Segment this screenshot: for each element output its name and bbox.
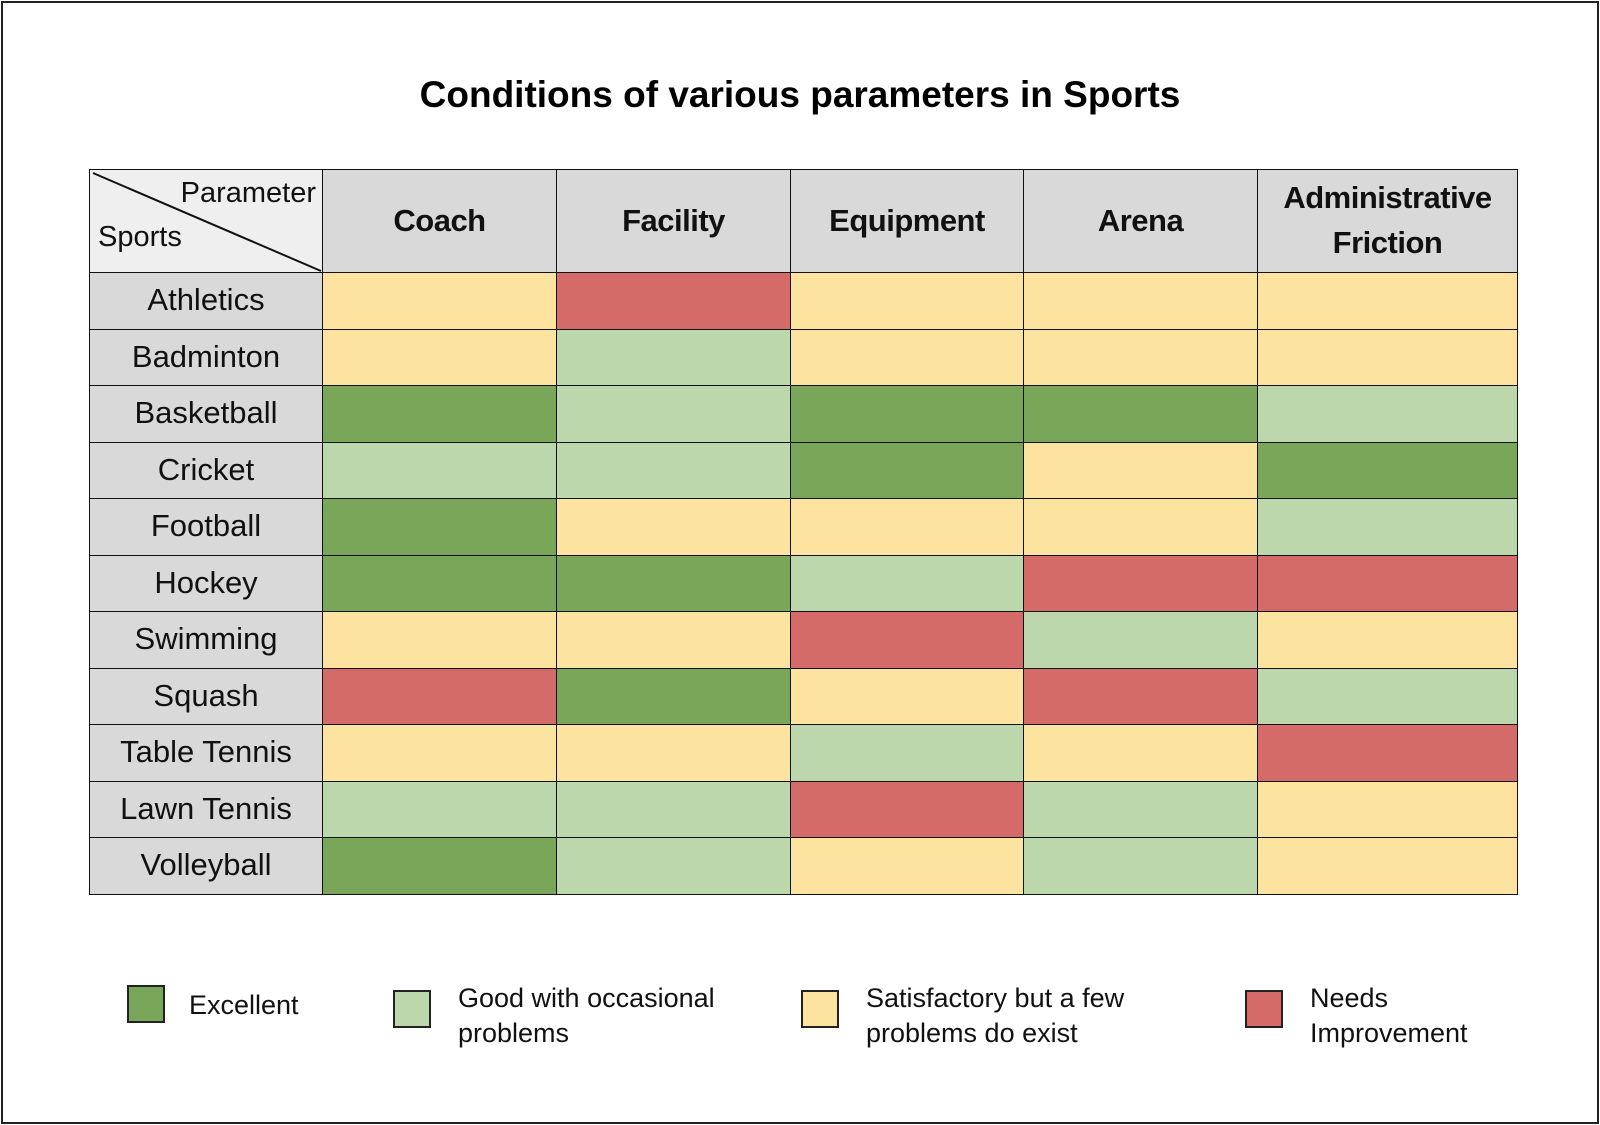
heatmap-cell [322,441,557,499]
row-header: Squash [89,667,323,725]
row-header: Volleyball [89,837,323,895]
heatmap-cell [1257,724,1518,782]
heatmap-cell [322,498,557,556]
heatmap-cell [790,441,1024,499]
legend-swatch [801,990,839,1028]
heatmap-cell [790,780,1024,838]
heatmap-cell [556,328,791,386]
heatmap-cell [1023,441,1258,499]
legend-label: Needs Improvement [1310,983,1468,1048]
heatmap-cell [556,441,791,499]
column-header: Facility [556,169,791,273]
heatmap-cell [1023,667,1258,725]
column-header: Administrative Friction [1257,169,1518,273]
heatmap-cell [1257,554,1518,612]
row-header: Badminton [89,328,323,386]
legend-label: Satisfactory but a few problems do exist [866,983,1125,1048]
column-header: Arena [1023,169,1258,273]
heatmap-cell [556,667,791,725]
heatmap-cell [322,780,557,838]
heatmap-cell [1257,837,1518,895]
heatmap-cell [790,328,1024,386]
row-axis-label: Sports [98,221,182,253]
heatmap-cell [322,837,557,895]
heatmap-cell [322,554,557,612]
heatmap-cell [556,611,791,669]
heatmap-cell [1257,611,1518,669]
row-header: Table Tennis [89,724,323,782]
heatmap-cell [1257,441,1518,499]
heatmap-cell [790,272,1024,330]
column-header: Coach [322,169,557,273]
heatmap-cell [1023,272,1258,330]
heatmap-cell [556,498,791,556]
heatmap-cell [790,724,1024,782]
row-header: Athletics [89,272,323,330]
legend-label: Good with occasional problems [458,983,715,1048]
row-header: Football [89,498,323,556]
legend-swatch [127,985,165,1023]
heatmap-cell [1023,385,1258,443]
row-header: Lawn Tennis [89,780,323,838]
heatmap-cell [790,554,1024,612]
column-axis-label: Parameter [180,177,316,209]
heatmap-cell [790,385,1024,443]
heatmap-cell [1023,611,1258,669]
heatmap-cell [1023,498,1258,556]
heatmap-cell [1023,554,1258,612]
heatmap-cell [556,272,791,330]
heatmap-cell [322,328,557,386]
heatmap-cell [1023,780,1258,838]
chart-title: Conditions of various parameters in Spor… [419,74,1181,115]
heatmap-cell [322,667,557,725]
heatmap-cell [1257,385,1518,443]
heatmap-cell [1257,667,1518,725]
heatmap-cell [556,837,791,895]
heatmap-cell [556,724,791,782]
heatmap-cell [1023,837,1258,895]
heatmap-cell [1257,272,1518,330]
heatmap-cell [556,385,791,443]
row-header: Basketball [89,385,323,443]
legend-label: Excellent [189,990,299,1020]
heatmap-cell [1257,780,1518,838]
heatmap-cell [790,611,1024,669]
heatmap-cell [322,385,557,443]
heatmap-cell [322,724,557,782]
row-header: Cricket [89,441,323,499]
heatmap-cell [322,272,557,330]
heatmap-cell [1023,328,1258,386]
heatmap-cell [790,498,1024,556]
legend-swatch [1245,990,1283,1028]
legend-swatch [393,990,431,1028]
heatmap-cell [1023,724,1258,782]
heatmap-cell [556,780,791,838]
row-header: Swimming [89,611,323,669]
row-header: Hockey [89,554,323,612]
heatmap-cell [556,554,791,612]
heatmap-cell [1257,328,1518,386]
heatmap-cell [1257,498,1518,556]
heatmap-cell [790,837,1024,895]
diagonal-divider [92,172,322,272]
corner-header: Parameter Sports [89,169,323,273]
column-header: Equipment [790,169,1024,273]
heatmap-cell [322,611,557,669]
heatmap-cell [790,667,1024,725]
